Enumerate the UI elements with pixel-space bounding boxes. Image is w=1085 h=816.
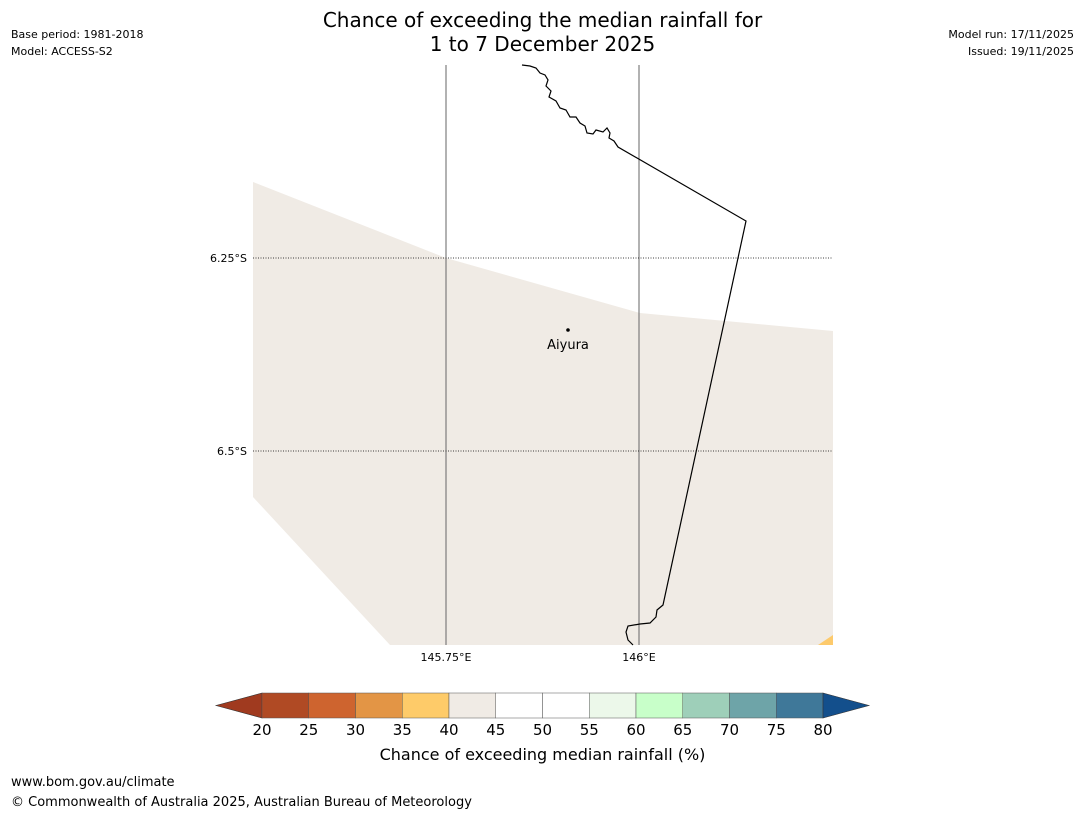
- colorbar-tick-label: 65: [673, 721, 692, 739]
- footer-copyright: © Commonwealth of Australia 2025, Austra…: [11, 795, 472, 810]
- colorbar-tick-label: 75: [767, 721, 786, 739]
- colorbar-bin: [261, 692, 309, 719]
- colorbar-bins: [261, 692, 824, 719]
- colorbar-tick-label: 45: [486, 721, 505, 739]
- model-text: Model: ACCESS-S2: [11, 45, 113, 58]
- meta-right: Model run: 17/11/2025 Issued: 19/11/2025: [948, 26, 1074, 60]
- lon-label-145-75: 145.75°E: [421, 651, 472, 664]
- colorbar-tick-label: 50: [533, 721, 552, 739]
- colorbar-tick-label: 80: [813, 721, 832, 739]
- colorbar: 20 25 30 35 40 45 50 55 60 65 70 75 80: [214, 692, 871, 739]
- colorbar-tick-label: 70: [720, 721, 739, 739]
- colorbar-bin: [448, 692, 496, 719]
- lat-label-6-5: 6.5°S: [217, 445, 247, 458]
- colorbar-tick-label: 25: [299, 721, 318, 739]
- corner-patch: [818, 635, 833, 645]
- colorbar-tick-label: 40: [439, 721, 458, 739]
- colorbar-bin: [635, 692, 683, 719]
- title-line-1: Chance of exceeding the median rainfall …: [322, 8, 763, 32]
- footer-url[interactable]: www.bom.gov.au/climate: [11, 775, 175, 790]
- aiyura-label: Aiyura: [547, 338, 589, 353]
- colorbar-bin: [776, 692, 824, 719]
- colorbar-bin: [589, 692, 637, 719]
- colorbar-bin: [729, 692, 777, 719]
- colorbar-bin: [308, 692, 356, 719]
- lat-label-6-25: 6.25°S: [210, 252, 247, 265]
- lon-label-146: 146°E: [622, 651, 655, 664]
- colorbar-tick-labels: 20 25 30 35 40 45 50 55 60 65 70 75 80: [252, 721, 832, 739]
- colorbar-bin: [402, 692, 450, 719]
- colorbar-tick-label: 20: [252, 721, 271, 739]
- colorbar-label: Chance of exceeding median rainfall (%): [379, 745, 706, 764]
- colorbar-tick-label: 35: [393, 721, 412, 739]
- aiyura-marker: [566, 328, 570, 332]
- coastline-boundary: [521, 64, 747, 646]
- colorbar-tick-label: 30: [346, 721, 365, 739]
- map-title: Chance of exceeding the median rainfall …: [0, 8, 1085, 56]
- model-run-text: Model run: 17/11/2025: [948, 28, 1074, 41]
- forecast-map: Aiyura 6.25°S 6.5°S 145.75°E 146°E: [210, 64, 833, 664]
- base-period-text: Base period: 1981-2018: [11, 28, 144, 41]
- colorbar-bin: [682, 692, 730, 719]
- colorbar-tick-label: 55: [580, 721, 599, 739]
- meta-left: Base period: 1981-2018 Model: ACCESS-S2: [11, 26, 143, 60]
- forecast-area: [253, 182, 833, 645]
- colorbar-under-arrow: [214, 692, 263, 719]
- title-line-2: 1 to 7 December 2025: [429, 32, 656, 56]
- colorbar-bin: [542, 692, 590, 719]
- colorbar-over-arrow: [822, 692, 871, 719]
- colorbar-tick-label: 60: [626, 721, 645, 739]
- colorbar-bin: [355, 692, 403, 719]
- colorbar-bin: [495, 692, 543, 719]
- issued-text: Issued: 19/11/2025: [967, 45, 1074, 58]
